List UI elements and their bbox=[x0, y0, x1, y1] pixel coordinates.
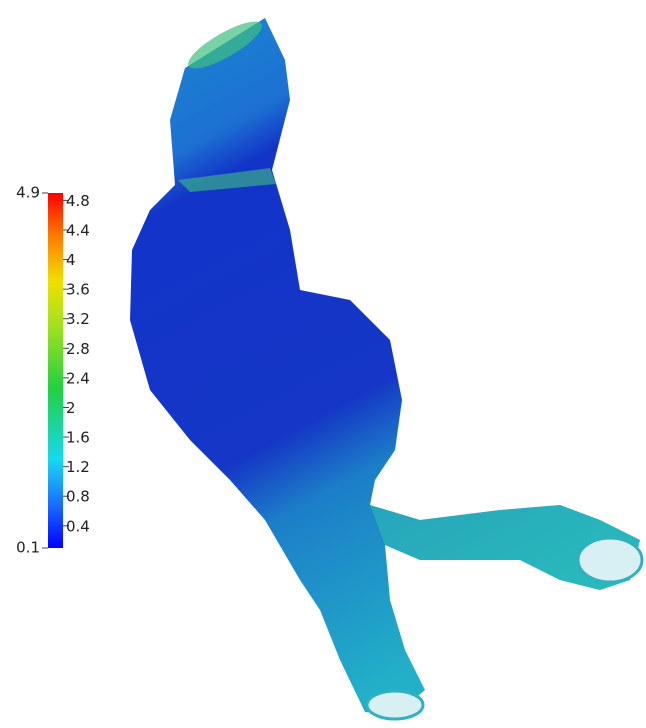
tick-label: 2.4 bbox=[66, 369, 90, 387]
range-label: 0.1 bbox=[16, 539, 40, 557]
outlet bbox=[576, 536, 644, 584]
tick-label: 0.4 bbox=[66, 517, 90, 535]
inlet bbox=[188, 21, 262, 69]
tick-label: 1.2 bbox=[66, 458, 90, 476]
tick-label: 1.6 bbox=[66, 429, 90, 447]
aneurysm-mesh bbox=[130, 18, 640, 715]
tick-label: 2 bbox=[66, 399, 76, 417]
colorbar bbox=[48, 193, 63, 548]
neck-band bbox=[178, 168, 276, 192]
branch-highlight bbox=[370, 505, 640, 590]
outlet bbox=[365, 689, 425, 721]
range-label: 4.9 bbox=[16, 184, 40, 202]
tick-label: 0.8 bbox=[66, 488, 90, 506]
tick-label: 4.8 bbox=[66, 192, 90, 210]
tick-label: 3.6 bbox=[66, 281, 90, 299]
tick-label: 2.8 bbox=[66, 340, 90, 358]
vessel-surface bbox=[130, 18, 644, 721]
tick-label: 3.2 bbox=[66, 310, 90, 328]
tick-label: 4 bbox=[66, 251, 76, 269]
tick-label: 4.4 bbox=[66, 221, 90, 239]
